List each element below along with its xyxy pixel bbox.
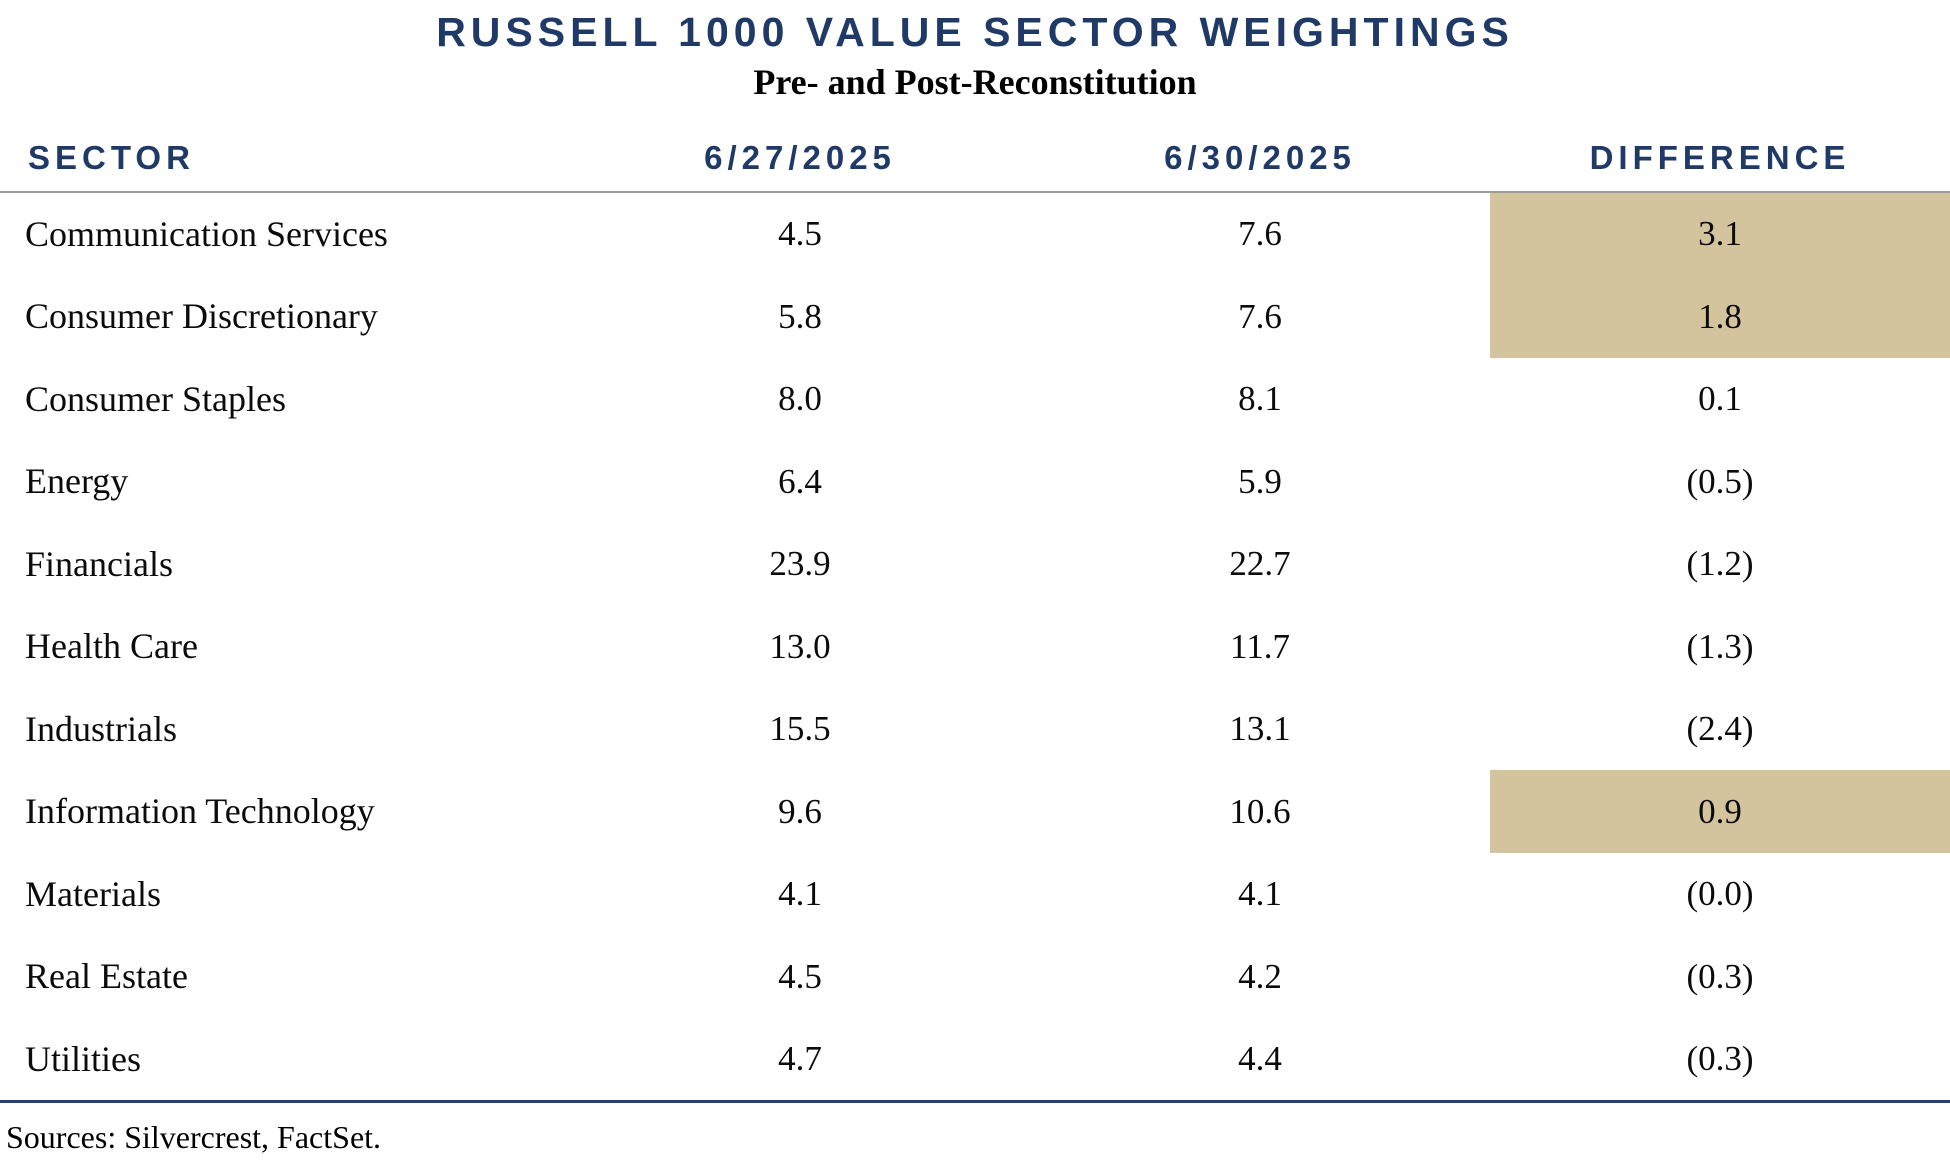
- diff-cell: 0.1: [1698, 379, 1742, 419]
- table-row: Consumer Discretionary 5.8 7.6 1.8: [0, 275, 1950, 358]
- table-row: Consumer Staples 8.0 8.1 0.1: [0, 358, 1950, 441]
- page-title: RUSSELL 1000 VALUE SECTOR WEIGHTINGS: [436, 9, 1514, 55]
- table-bottom-rule: [0, 1100, 1950, 1104]
- diff-cell: (2.4): [1686, 709, 1754, 749]
- column-header-sector: SECTOR: [28, 138, 195, 176]
- diff-cell: (0.3): [1686, 956, 1754, 996]
- pre-cell: 4.1: [778, 874, 822, 914]
- post-cell: 13.1: [1229, 709, 1291, 749]
- sector-cell: Real Estate: [25, 956, 188, 997]
- post-cell: 4.1: [1238, 874, 1282, 914]
- diff-cell: (0.3): [1686, 1039, 1754, 1079]
- post-cell: 7.6: [1238, 214, 1282, 254]
- pre-cell: 4.5: [778, 214, 822, 254]
- sector-cell: Consumer Discretionary: [25, 296, 378, 337]
- pre-cell: 9.6: [778, 791, 822, 831]
- sector-cell: Energy: [25, 461, 129, 502]
- table-row: Energy 6.4 5.9 (0.5): [0, 440, 1950, 523]
- post-cell: 8.1: [1238, 379, 1282, 419]
- post-cell: 5.9: [1238, 461, 1282, 501]
- table-body: Communication Services 4.5 7.6 3.1 Consu…: [0, 192, 1950, 1101]
- post-cell: 4.2: [1238, 956, 1282, 996]
- diff-cell: (0.0): [1686, 874, 1754, 914]
- pre-cell: 8.0: [778, 379, 822, 419]
- diff-cell: 3.1: [1490, 192, 1950, 276]
- post-cell: 4.4: [1238, 1039, 1282, 1079]
- table-row: Financials 23.9 22.7 (1.2): [0, 523, 1950, 606]
- diff-cell: (0.5): [1686, 461, 1754, 501]
- sector-cell: Materials: [25, 873, 161, 914]
- table-row: Information Technology 9.6 10.6 0.9: [0, 770, 1950, 853]
- sector-cell: Utilities: [25, 1038, 141, 1079]
- sector-cell: Industrials: [25, 708, 177, 749]
- pre-cell: 13.0: [769, 626, 831, 666]
- pre-cell: 4.5: [778, 956, 822, 996]
- diff-cell: (1.2): [1686, 544, 1754, 584]
- sources-note: Sources: Silvercrest, FactSet.: [6, 1119, 382, 1156]
- table-header-row: SECTOR 6/27/2025 6/30/2025 DIFFERENCE: [0, 103, 1950, 193]
- post-cell: 11.7: [1230, 626, 1290, 666]
- pre-cell: 5.8: [778, 296, 822, 336]
- diff-cell: (1.3): [1686, 626, 1754, 666]
- column-header-post-date: 6/30/2025: [1164, 138, 1356, 176]
- page-subtitle: Pre- and Post-Reconstitution: [753, 62, 1197, 103]
- sector-cell: Communication Services: [25, 213, 388, 254]
- weightings-table: SECTOR 6/27/2025 6/30/2025 DIFFERENCE Co…: [0, 103, 1950, 1104]
- table-row: Industrials 15.5 13.1 (2.4): [0, 688, 1950, 771]
- pre-cell: 23.9: [769, 544, 831, 584]
- sector-cell: Financials: [25, 543, 173, 584]
- post-cell: 10.6: [1229, 791, 1291, 831]
- table-row: Materials 4.1 4.1 (0.0): [0, 853, 1950, 936]
- pre-cell: 4.7: [778, 1039, 822, 1079]
- sector-cell: Information Technology: [25, 791, 375, 832]
- column-header-pre-date: 6/27/2025: [704, 138, 896, 176]
- table-row: Health Care 13.0 11.7 (1.3): [0, 605, 1950, 688]
- table-row: Utilities 4.7 4.4 (0.3): [0, 1018, 1950, 1101]
- pre-cell: 6.4: [778, 461, 822, 501]
- table-row: Communication Services 4.5 7.6 3.1: [0, 192, 1950, 276]
- table-row: Real Estate 4.5 4.2 (0.3): [0, 935, 1950, 1018]
- post-cell: 22.7: [1229, 544, 1291, 584]
- diff-cell: 1.8: [1490, 275, 1950, 358]
- sector-cell: Health Care: [25, 626, 198, 667]
- post-cell: 7.6: [1238, 296, 1282, 336]
- pre-cell: 15.5: [769, 709, 831, 749]
- column-header-difference: DIFFERENCE: [1589, 138, 1851, 176]
- diff-cell: 0.9: [1490, 770, 1950, 853]
- sector-cell: Consumer Staples: [25, 378, 286, 419]
